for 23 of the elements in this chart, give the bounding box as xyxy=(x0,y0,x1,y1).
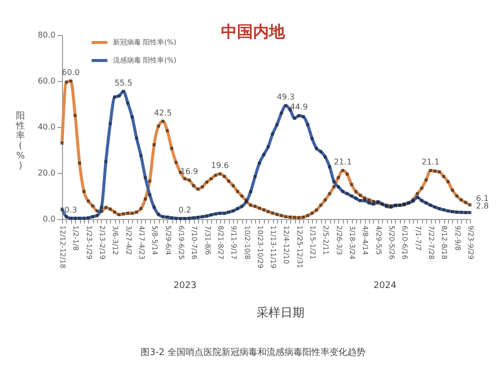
y-tick-label: 60.0 xyxy=(38,76,56,86)
text: 2023 xyxy=(174,281,196,291)
data-label: 21.1 xyxy=(422,157,440,166)
data-label: 6.1 xyxy=(476,194,489,203)
chart-title: 中国内地 xyxy=(221,22,286,41)
y-tick-label: 0.0 xyxy=(42,214,56,224)
caption: 图3-2 全国哨点医院新冠病毒和流感病毒阳性率变化趋势 xyxy=(140,347,366,358)
data-label: 42.5 xyxy=(154,108,172,118)
data-label: 44.9 xyxy=(290,102,308,112)
data-label: 21.1 xyxy=(334,157,352,166)
data-label: 16.9 xyxy=(180,167,198,176)
data-label: 2.8 xyxy=(476,202,489,211)
data-label: 49.3 xyxy=(276,92,295,102)
y-tick-label: 20.0 xyxy=(38,168,56,178)
data-label: 55.5 xyxy=(114,78,132,88)
x-axis-title: 采样日期 xyxy=(256,306,304,320)
data-label: 0.2 xyxy=(178,206,192,215)
text: 2024 xyxy=(374,281,397,291)
y-tick-label: 80.0 xyxy=(38,30,56,40)
data-label: 0.3 xyxy=(64,205,78,214)
y-tick-label: 40.0 xyxy=(38,122,56,132)
y-axis-title: 阳性率(%) xyxy=(15,112,26,172)
data-label: 19.6 xyxy=(211,160,229,170)
